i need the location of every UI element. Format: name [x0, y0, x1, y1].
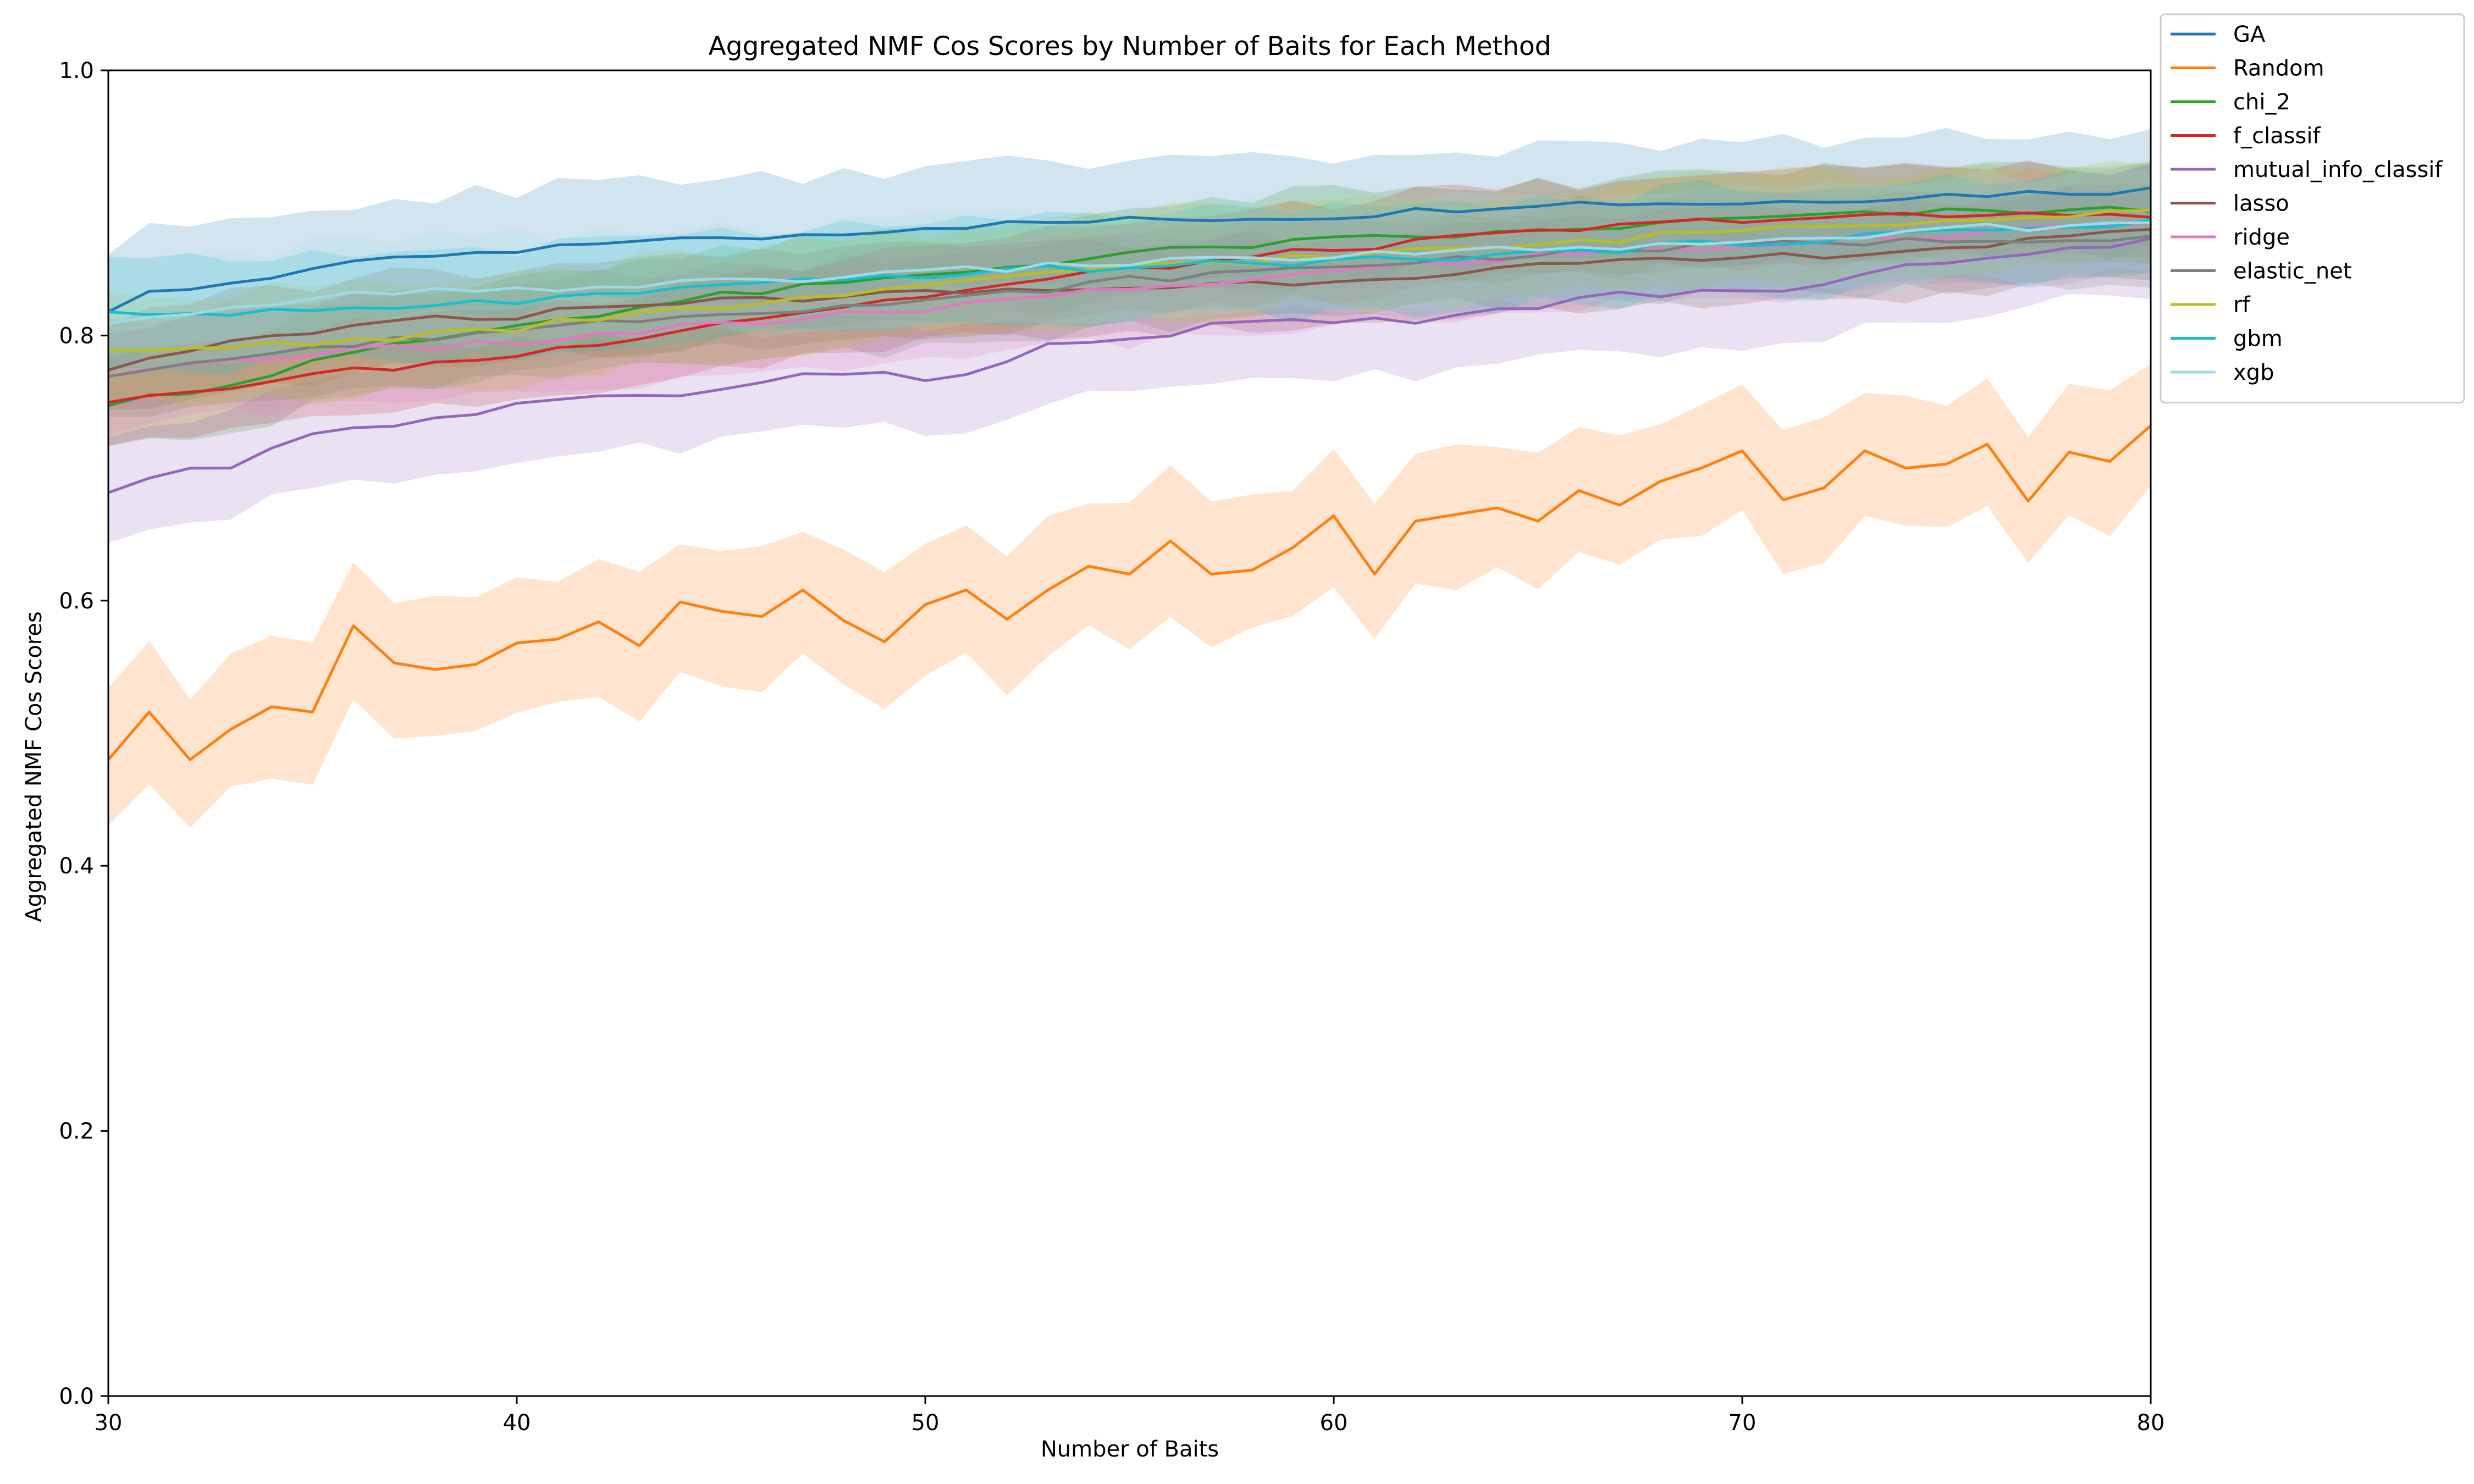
- legend-label-rf: rf: [2233, 292, 2250, 318]
- band-mutual_info_classif: [108, 187, 2151, 543]
- line-gbm: [108, 219, 2151, 317]
- line-mutual_info_classif: [108, 237, 2151, 494]
- x-tick-label: 80: [2137, 1410, 2165, 1436]
- legend: GA Random chi_2 f_classif mutual_info_classi…: [2160, 13, 2465, 403]
- band-ridge: [108, 162, 2151, 436]
- line-Random: [107, 424, 2152, 761]
- plot-frame: [107, 69, 2152, 1397]
- legend-label-f_classif: f_classif: [2233, 124, 2321, 149]
- y-axis-label: Aggregated NMF Cos Scores: [21, 611, 47, 922]
- y-tick-label: 0.0: [59, 1384, 94, 1409]
- legend-label-elastic_net: elastic_net: [2233, 259, 2352, 284]
- x-tick-label: 40: [503, 1410, 531, 1436]
- legend-label-gbm: gbm: [2233, 326, 2283, 352]
- legend-label-ridge: ridge: [2233, 225, 2290, 250]
- axes: 30 40 50 60 70 80 0.0 0.2 0.4 0.6 0.8 1.0: [59, 58, 2164, 1436]
- legend-label-GA: GA: [2233, 22, 2266, 47]
- legend-label-mutual_info_classif: mutual_info_classif: [2233, 157, 2443, 182]
- confidence-bands: [108, 128, 2151, 828]
- band-f_classif: [108, 160, 2151, 446]
- band-lasso: [108, 184, 2151, 410]
- y-tick-label: 0.4: [59, 854, 94, 879]
- y-tick-label: 0.8: [59, 323, 94, 348]
- band-chi_2: [108, 162, 2151, 446]
- y-tick-label: 0.2: [59, 1119, 94, 1144]
- legend-label-xgb: xgb: [2233, 360, 2274, 385]
- line-GA: [107, 186, 2151, 313]
- chart-title: Aggregated NMF Cos Scores by Number of B…: [709, 31, 1551, 62]
- x-tick-label: 50: [912, 1410, 940, 1436]
- series-lines: [107, 186, 2152, 761]
- band-Random: [108, 363, 2151, 828]
- y-tick-label: 1.0: [59, 58, 94, 84]
- y-tick-label: 0.6: [59, 589, 94, 614]
- line-xgb: [108, 221, 2151, 325]
- x-tick-label: 70: [1729, 1410, 1757, 1436]
- x-axis-label: Number of Baits: [1041, 1437, 1219, 1462]
- legend-label-lasso: lasso: [2233, 191, 2289, 217]
- x-tick-label: 60: [1320, 1410, 1348, 1436]
- legend-label-chi_2: chi_2: [2233, 90, 2290, 115]
- x-tick-label: 30: [95, 1410, 123, 1436]
- legend-label-Random: Random: [2233, 56, 2324, 81]
- legend-box: [2160, 13, 2465, 403]
